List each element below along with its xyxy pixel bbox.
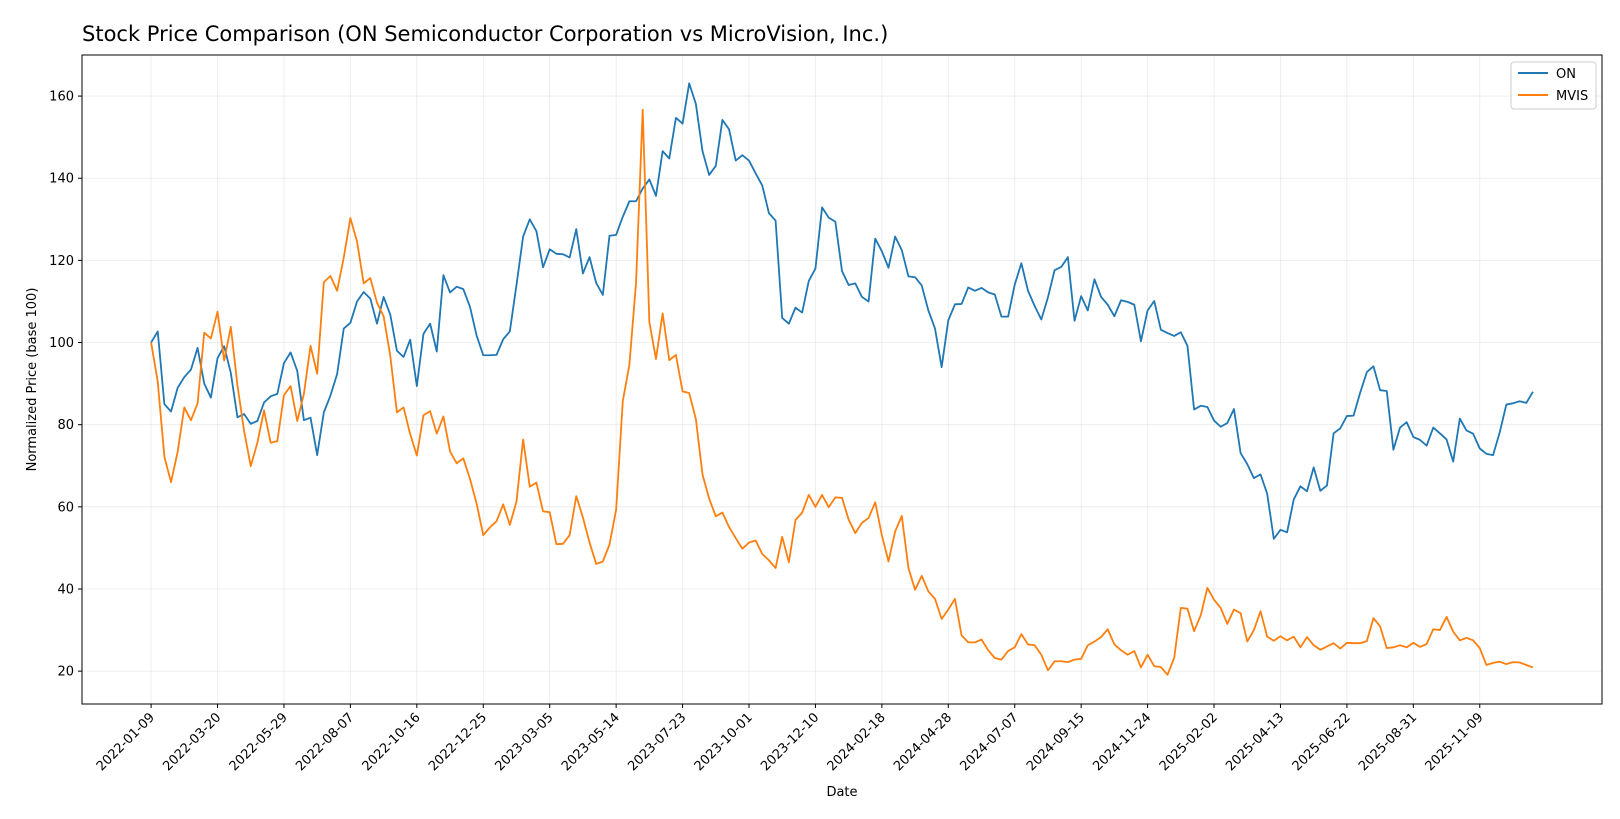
- x-tick-label: 2023-07-23: [625, 710, 689, 774]
- x-tick-label: 2022-10-16: [360, 710, 424, 774]
- x-tick-label: 2025-04-13: [1223, 710, 1287, 774]
- tick-layer: 20 40 60 80 100 120 140 160 2022-01-09 2022-03-20…: [49, 90, 1486, 775]
- y-tick-label: 60: [57, 500, 74, 515]
- legend: ON MVIS: [1510, 61, 1597, 110]
- x-tick-label: 2022-01-09: [94, 710, 158, 774]
- y-tick-label: 100: [49, 336, 74, 351]
- series-layer: [150, 82, 1534, 676]
- series-line-mvis: [150, 108, 1534, 676]
- x-tick-label: 2024-04-28: [891, 710, 955, 774]
- x-tick-label: 2025-06-22: [1290, 710, 1354, 774]
- y-tick-label: 140: [49, 172, 74, 187]
- x-tick-label: 2022-05-29: [227, 710, 291, 774]
- chart-title: Stock Price Comparison (ON Semiconductor…: [82, 22, 888, 46]
- x-tick-label: 2023-12-10: [758, 710, 822, 774]
- y-axis-label: Normalized Price (base 100): [25, 288, 40, 472]
- x-tick-label: 2025-02-02: [1157, 710, 1221, 774]
- x-tick-label: 2023-05-14: [559, 710, 623, 774]
- legend-label-mvis: MVIS: [1556, 89, 1588, 104]
- x-tick-label: 2022-12-25: [426, 710, 490, 774]
- x-tick-label: 2023-10-01: [692, 710, 756, 774]
- x-tick-label: 2025-11-09: [1423, 710, 1487, 774]
- x-tick-label: 2023-03-05: [492, 710, 556, 774]
- x-tick-label: 2022-03-20: [160, 710, 224, 774]
- y-tick-label: 160: [49, 90, 74, 105]
- y-tick-label: 40: [57, 582, 74, 597]
- y-tick-label: 120: [49, 254, 74, 269]
- x-tick-label: 2024-11-24: [1090, 710, 1154, 774]
- plot-frame: [81, 54, 1603, 705]
- legend-label-on: ON: [1556, 67, 1576, 82]
- x-tick-label: 2024-07-07: [958, 710, 1022, 774]
- x-tick-label: 2024-02-18: [825, 710, 889, 774]
- series-line-on: [150, 82, 1534, 540]
- x-tick-label: 2022-08-07: [293, 710, 357, 774]
- y-tick-label: 80: [57, 418, 74, 433]
- grid-layer: [82, 55, 1602, 704]
- x-tick-label: 2024-09-15: [1024, 710, 1088, 774]
- x-tick-label: 2025-08-31: [1356, 710, 1420, 774]
- x-axis-label: Date: [826, 785, 857, 800]
- y-tick-label: 20: [57, 665, 74, 680]
